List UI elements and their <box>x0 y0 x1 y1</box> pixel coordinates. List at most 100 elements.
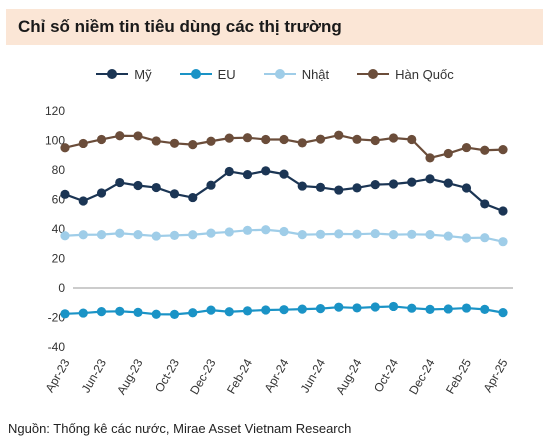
x-tick-label: Apr-25 <box>480 356 510 394</box>
data-point <box>115 306 125 316</box>
legend-label: Hàn Quốc <box>395 66 454 82</box>
data-point <box>60 189 70 199</box>
data-point <box>407 177 417 187</box>
data-point <box>96 134 107 145</box>
data-point <box>242 133 253 143</box>
data-point <box>334 185 344 195</box>
data-point <box>315 229 326 239</box>
legend-item-1: EU <box>179 66 236 82</box>
data-point <box>334 229 344 239</box>
data-point <box>60 309 70 319</box>
legend-swatch <box>96 69 129 79</box>
data-point <box>461 142 472 153</box>
data-point <box>78 308 88 318</box>
data-point <box>206 136 216 146</box>
legend-swatch <box>179 69 212 79</box>
data-point <box>169 230 180 240</box>
data-point <box>498 206 508 216</box>
data-point <box>169 138 180 148</box>
data-point <box>315 134 326 144</box>
data-point <box>480 145 490 155</box>
x-tick-label: Oct-24 <box>371 356 401 394</box>
data-point <box>151 182 161 193</box>
data-point <box>96 230 107 240</box>
legend-swatch <box>357 69 390 79</box>
title-bar: Chỉ số niềm tin tiêu dùng các thị trường <box>6 9 543 45</box>
data-point <box>188 140 198 150</box>
data-point <box>133 180 143 191</box>
data-point <box>425 153 435 163</box>
data-point <box>96 188 107 198</box>
data-point <box>297 304 307 314</box>
data-point <box>224 166 234 177</box>
data-point <box>115 131 125 141</box>
x-tick-label: Jun-23 <box>79 356 110 395</box>
legend-label: EU <box>217 66 236 82</box>
data-point <box>388 230 399 240</box>
data-point <box>425 230 435 240</box>
x-tick-label: Aug-24 <box>333 356 365 397</box>
legend: Mỹ EU Nhật Hàn Quốc <box>0 64 550 84</box>
data-point <box>480 199 490 209</box>
legend-item-0: Mỹ <box>96 66 152 82</box>
data-point <box>206 180 216 190</box>
data-point <box>352 303 362 313</box>
source-note: Nguồn: Thống kê các nước, Mirae Asset Vi… <box>8 421 352 436</box>
data-point <box>370 302 380 312</box>
data-point <box>443 231 453 241</box>
data-point <box>388 133 399 143</box>
data-point <box>352 134 362 144</box>
y-tick-label: -40 <box>48 340 66 354</box>
data-point <box>96 307 107 317</box>
y-tick-label: 80 <box>52 163 66 177</box>
data-point <box>498 308 508 318</box>
y-tick-label: 120 <box>45 104 65 118</box>
data-point <box>151 231 161 241</box>
data-point <box>425 304 435 314</box>
data-point <box>206 228 216 238</box>
data-point <box>461 233 472 243</box>
data-point <box>461 183 472 193</box>
data-point <box>206 305 216 315</box>
data-point <box>261 305 271 315</box>
x-tick-label: Dec-23 <box>187 356 219 397</box>
data-point <box>370 228 380 239</box>
data-point <box>443 148 453 159</box>
data-point <box>388 179 399 189</box>
data-point <box>242 225 253 235</box>
data-point <box>315 304 326 314</box>
data-point <box>188 308 198 318</box>
data-point <box>261 166 271 176</box>
x-tick-label: Apr-24 <box>261 356 291 394</box>
data-point <box>133 230 143 240</box>
data-point <box>60 143 70 153</box>
data-point <box>388 301 399 312</box>
data-point <box>133 131 143 141</box>
x-tick-label: Dec-24 <box>406 356 438 397</box>
data-point <box>169 309 180 320</box>
data-point <box>480 304 490 314</box>
data-point <box>279 134 289 145</box>
data-point <box>480 233 490 243</box>
data-point <box>279 305 289 315</box>
legend-label: Mỹ <box>134 66 152 82</box>
data-point <box>443 304 453 314</box>
data-point <box>279 226 289 237</box>
x-tick-label: Aug-23 <box>114 356 146 397</box>
data-point <box>334 130 344 140</box>
data-point <box>133 307 143 317</box>
data-point <box>151 136 161 146</box>
data-point <box>261 134 271 145</box>
y-tick-label: 0 <box>58 281 65 295</box>
data-point <box>461 303 472 313</box>
y-tick-label: 20 <box>52 252 66 266</box>
data-point <box>425 174 435 184</box>
data-point <box>151 309 161 319</box>
data-point <box>407 134 417 145</box>
data-point <box>60 231 70 241</box>
data-point <box>78 196 88 206</box>
data-point <box>352 229 362 239</box>
legend-swatch <box>263 69 296 79</box>
data-point <box>297 230 307 240</box>
data-point <box>498 237 508 247</box>
